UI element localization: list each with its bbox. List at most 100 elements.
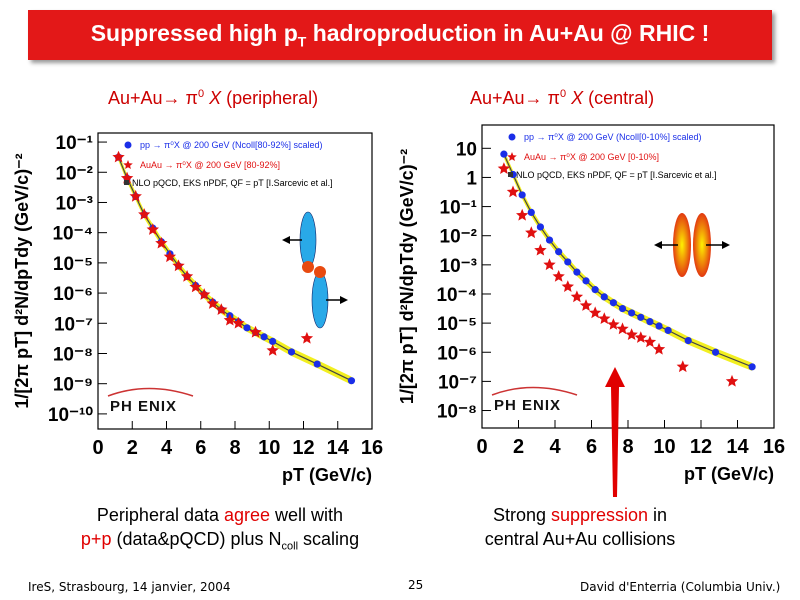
x-tick-label: 4	[161, 437, 173, 459]
y-tick-label: 10⁻¹⁰	[48, 405, 93, 426]
y-tick-label: 10⁻⁶	[437, 343, 477, 364]
x-tick-label: 2	[513, 436, 524, 458]
legend-pqcd: NLO pQCD, EKS nPDF, QF = pT [I.Sarcevic …	[132, 178, 333, 188]
y-tick-label: 10⁻⁹	[53, 375, 93, 396]
pp-data-point	[260, 333, 268, 341]
pp-data-point	[628, 309, 636, 317]
auau-data-point	[146, 223, 159, 235]
y-tick-label: 10	[456, 139, 477, 160]
y-tick-label: 10⁻⁸	[53, 344, 93, 365]
x-tick-label: 8	[229, 437, 240, 459]
pp-data-point	[712, 348, 720, 356]
x-axis-label: pT (GeV/c)	[282, 465, 372, 485]
pp-data-point	[609, 299, 617, 307]
auau-data-point	[570, 290, 584, 303]
auau-data-point	[534, 243, 547, 256]
left-panel-title: Au+Au→ π0 X (peripheral)	[108, 88, 319, 108]
left-caption: Peripheral data agree well with p+p (dat…	[80, 505, 360, 553]
suppression-arrow	[605, 367, 625, 497]
plot-frame	[97, 132, 373, 430]
central-collision-icon	[654, 213, 730, 277]
auau-data-point	[215, 303, 228, 315]
pp-data-point	[313, 360, 321, 368]
pp-data-point	[582, 277, 590, 285]
auau-data-point	[112, 150, 125, 163]
y-tick-label: 10⁻⁴	[52, 224, 93, 245]
y-tick-label: 10⁻⁸	[437, 402, 477, 423]
y-axis-label: 1/[2π pT] d²N/dpTdy (GeV/c)⁻²	[397, 149, 417, 404]
y-tick-label: 1	[466, 168, 477, 189]
auau-data-point	[180, 270, 194, 282]
legend-auau-marker	[507, 152, 517, 161]
auau-data-point	[525, 226, 538, 239]
pp-data-point	[555, 248, 563, 256]
auau-data-point	[163, 250, 177, 263]
pp-data-point	[573, 268, 581, 276]
x-tick-label: 4	[549, 436, 561, 458]
pp-data-point	[527, 208, 535, 217]
auau-data-point	[172, 259, 185, 272]
legend-pp-marker	[124, 141, 132, 149]
x-tick-label: 16	[361, 437, 383, 459]
auau-data-point	[543, 258, 556, 271]
auau-data-point	[189, 280, 202, 293]
auau-data-point	[607, 318, 620, 330]
auau-data-point	[232, 316, 245, 329]
legend-auau: AuAu → π⁰X @ 200 GeV [0-10%]	[524, 152, 659, 162]
y-tick-label: 10⁻⁶	[53, 284, 93, 305]
pp-data-point	[748, 363, 756, 371]
x-tick-label: 6	[586, 436, 597, 458]
phenix-logo: PH ENIX	[110, 398, 177, 415]
pp-data-point	[564, 258, 572, 266]
auau-data-point	[266, 344, 279, 356]
title-banner: Suppressed high pT hadroproduction in Au…	[28, 10, 772, 60]
auau-data-point	[506, 185, 520, 198]
y-tick-label: 10⁻⁷	[54, 314, 93, 335]
phenix-logo: PH ENIX	[494, 397, 561, 414]
pp-data-point	[269, 337, 277, 346]
y-tick-label: 10⁻⁵	[437, 314, 477, 335]
auau-data-point	[643, 335, 657, 348]
x-tick-label: 16	[763, 436, 785, 458]
x-tick-label: 14	[726, 436, 749, 458]
auau-data-point	[138, 208, 151, 220]
pp-data-point	[287, 348, 296, 356]
auau-data-point	[129, 189, 142, 202]
y-tick-label: 10⁻³	[440, 256, 478, 277]
legend-pqcd-marker	[124, 180, 129, 185]
peripheral-collision-icon	[282, 211, 348, 329]
auau-data-point	[616, 322, 629, 335]
y-tick-label: 10⁻²	[56, 163, 94, 184]
pp-data-point	[684, 336, 692, 345]
y-tick-label: 10⁻¹	[440, 198, 478, 219]
auau-data-point	[223, 313, 236, 326]
x-tick-label: 8	[622, 436, 633, 458]
auau-data-point	[561, 280, 574, 292]
x-tick-label: 12	[690, 436, 712, 458]
slide-number: 25	[408, 578, 424, 592]
central-spectrum-chart: 0 2 4 6 8 10 12 14 16 10 1 10⁻¹ 10⁻² 10⁻³ 10⁻⁴ 10⁻⁵ 10⁻⁶…	[397, 124, 785, 484]
peripheral-spectrum-chart: 0 2 4 6 8 10 12 14 16 10⁻¹ 10⁻² 10⁻³ 10⁻⁴ 10⁻⁵ 10⁻⁶ 10⁻…	[12, 132, 383, 485]
auau-data-point	[552, 270, 565, 282]
legend-pp: pp → π⁰X @ 200 GeV (Ncoll[80-92%] scaled…	[140, 140, 323, 150]
pp-data-point	[664, 326, 672, 334]
auau-data-point	[652, 342, 666, 355]
auau-data-point	[155, 236, 168, 249]
pp-data-point	[518, 191, 526, 199]
x-tick-label: 2	[127, 437, 138, 459]
legend-auau: AuAu → π⁰X @ 200 GeV [80-92%]	[140, 160, 280, 170]
footer-venue: IreS, Strasbourg, 14 janvier, 2004	[28, 580, 231, 594]
y-tick-label: 10⁻¹	[56, 133, 94, 154]
auau-data-point	[725, 374, 739, 387]
plot-frame	[481, 124, 775, 429]
x-tick-label: 12	[292, 437, 314, 459]
x-tick-label: 14	[327, 437, 350, 459]
auau-data-point	[300, 331, 314, 344]
y-tick-label: 10⁻²	[440, 227, 478, 248]
pp-data-point	[500, 150, 508, 158]
slide-title: Suppressed high pT hadroproduction in Au…	[90, 20, 710, 50]
phenix-logo-arc	[491, 386, 578, 396]
auau-data-point	[579, 299, 593, 311]
pp-data-point	[600, 293, 608, 301]
legend-pp: pp → π⁰X @ 200 GeV (Ncoll[0-10%] scaled)	[524, 132, 702, 142]
